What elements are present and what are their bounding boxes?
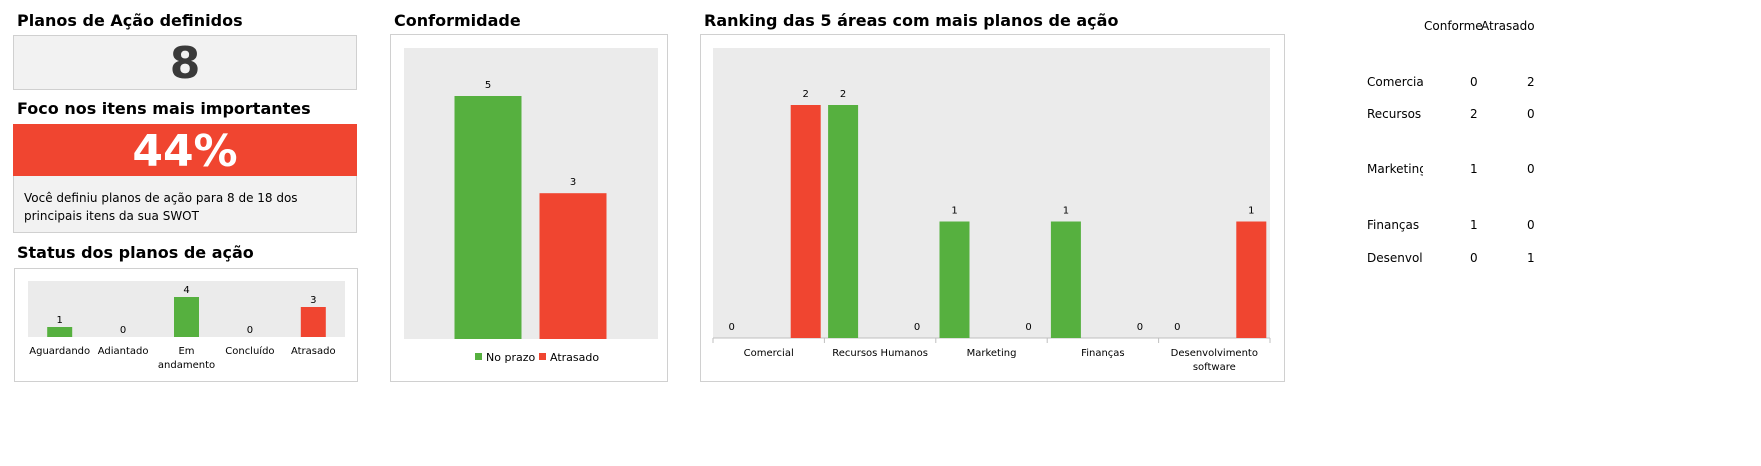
table-header-atrasado: Atrasado (1481, 19, 1535, 33)
tick-label: software (1193, 362, 1236, 373)
legend-swatch (475, 353, 482, 360)
data-label: 0 (1025, 322, 1031, 333)
bar (174, 297, 199, 337)
table-cell-atrasado: 0 (1527, 107, 1535, 121)
tick-label: Recursos Humanos (832, 348, 928, 359)
bar (1236, 221, 1267, 338)
data-label: 3 (310, 295, 316, 306)
tick-label: Atrasado (291, 346, 336, 357)
legend-label: No prazo (486, 351, 535, 364)
tick-label: Finanças (1081, 348, 1124, 359)
conformidade-chart: 5 3 No prazo Atrasado (404, 48, 658, 364)
data-label: 0 (1137, 322, 1143, 333)
foco-description: Você definiu planos de ação para 8 de 18… (13, 176, 357, 233)
table-row-label: Finanças (1367, 218, 1420, 232)
status-chart-frame: 1 Aguardando 0 Adiantado 4 Em andamento 0 Conclu… (14, 268, 358, 382)
data-label: 3 (570, 177, 576, 188)
bar (300, 307, 326, 337)
bar (828, 105, 859, 338)
table-cell-conforme: 2 (1470, 107, 1478, 121)
bar (47, 327, 73, 337)
legend-swatch (539, 353, 546, 360)
data-label: 1 (57, 315, 63, 326)
bar (939, 221, 970, 338)
table-cell-atrasado: 0 (1527, 162, 1535, 176)
tick-label: Em (178, 346, 194, 357)
tick-label: Adiantado (98, 346, 149, 357)
table-cell-conforme: 1 (1470, 162, 1478, 176)
table-cell-atrasado: 0 (1527, 218, 1535, 232)
bar (1050, 221, 1081, 338)
table-cell-conforme: 0 (1470, 75, 1478, 89)
status-chart: 1 Aguardando 0 Adiantado 4 Em andamento 0 Conclu… (28, 281, 345, 371)
data-label: 0 (120, 325, 126, 336)
data-label: 0 (729, 322, 735, 333)
data-label: 2 (803, 89, 809, 100)
foco-percent: 44% (13, 124, 357, 177)
foco-title: Foco nos itens mais importantes (17, 99, 311, 118)
data-label: 0 (914, 322, 920, 333)
data-label: 1 (1063, 206, 1069, 217)
data-label: 1 (951, 206, 957, 217)
bar (454, 96, 522, 339)
planos-count-box: 8 (13, 35, 357, 90)
table-cell-atrasado: 1 (1527, 251, 1535, 265)
table-cell-conforme: 1 (1470, 218, 1478, 232)
data-label: 4 (183, 285, 189, 296)
tick-label: Aguardando (29, 346, 90, 357)
status-title: Status dos planos de ação (17, 243, 254, 262)
bar (790, 105, 821, 338)
table-header-conforme: Conforme (1424, 19, 1483, 33)
data-label: 0 (247, 325, 253, 336)
ranking-chart-frame: 0 2 Comercial 2 0 Recursos Humanos 1 0 Marketing… (700, 34, 1285, 382)
table-row-label: Comercial (1367, 75, 1423, 89)
table-cell-conforme: 0 (1470, 251, 1478, 265)
tick-label: Concluído (225, 345, 274, 357)
data-label: 2 (840, 89, 846, 100)
data-label: 1 (1248, 206, 1254, 217)
bar (539, 193, 607, 339)
tick-label: Comercial (744, 348, 794, 359)
data-label: 0 (1174, 322, 1180, 333)
plot-area (404, 48, 658, 339)
conformidade-title: Conformidade (394, 11, 521, 30)
data-label: 5 (485, 80, 491, 91)
planos-count: 8 (169, 38, 201, 89)
conformidade-chart-frame: 5 3 No prazo Atrasado (390, 34, 668, 382)
table-cell-atrasado: 2 (1527, 75, 1535, 89)
table-row-label: Desenvolvimento software (1367, 251, 1423, 265)
legend-label: Atrasado (550, 351, 599, 364)
ranking-title: Ranking das 5 áreas com mais planos de a… (704, 11, 1119, 30)
tick-label: Desenvolvimento (1171, 348, 1258, 359)
tick-label: Marketing (967, 348, 1017, 359)
ranking-chart: 0 2 Comercial 2 0 Recursos Humanos 1 0 Marketing… (712, 48, 1271, 373)
tick-label: andamento (158, 360, 215, 371)
table-row-label: Marketing (1367, 162, 1423, 176)
table-row-label: Recursos Humanos (1367, 107, 1423, 121)
planos-title: Planos de Ação definidos (17, 11, 243, 30)
data-table: Conforme Atrasado Comercial 0 2 Recursos… (1360, 0, 1550, 300)
